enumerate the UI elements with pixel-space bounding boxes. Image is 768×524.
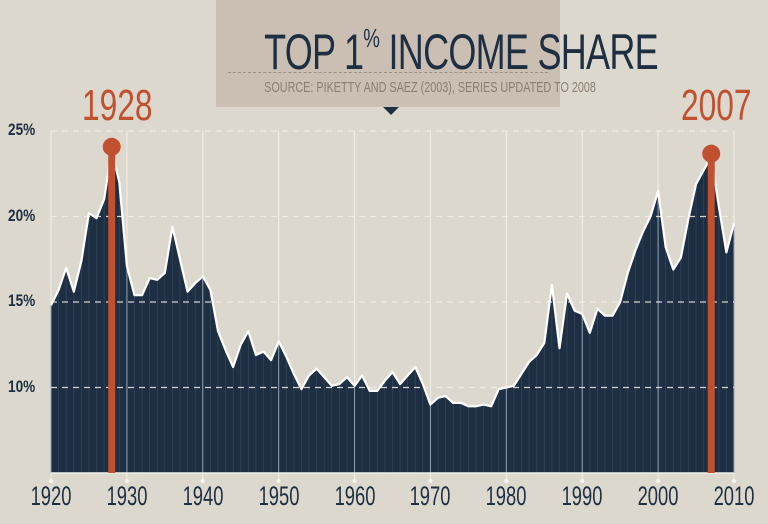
highlight-dot-2007 (702, 144, 721, 163)
title-rest: INCOME SHARE (379, 24, 659, 80)
x-tick-2010: 2010 (713, 481, 755, 511)
y-tick-20: 20% (8, 206, 36, 225)
x-tick-1970: 1970 (410, 481, 451, 511)
title-percent: % (363, 23, 380, 53)
y-tick-15: 15% (8, 291, 36, 310)
y-tick-25: 25% (8, 120, 36, 139)
x-tick-1980: 1980 (485, 481, 527, 511)
x-tick-dot (428, 479, 433, 483)
chart-title: TOP 1% INCOME SHARE (264, 8, 658, 82)
area-fill (51, 149, 734, 474)
x-tick-dot (352, 479, 357, 483)
y-tick-10: 10% (8, 377, 36, 396)
x-tick-1950: 1950 (258, 481, 300, 511)
highlight-label-2007: 2007 (681, 81, 752, 130)
x-tick-1960: 1960 (334, 481, 375, 511)
title-box: TOP 1% INCOME SHARE SOURCE: PIKETTY AND … (216, 0, 659, 107)
x-tick-dot (49, 479, 53, 483)
highlight-bar-1928 (108, 153, 116, 473)
x-tick-1930: 1930 (106, 481, 148, 511)
pointer-down-icon (383, 107, 399, 115)
x-tick-dot (732, 479, 736, 483)
x-tick-dot (200, 479, 205, 483)
x-tick-1990: 1990 (561, 481, 603, 511)
x-tick-2000: 2000 (637, 481, 679, 511)
highlight-label-1928: 1928 (82, 81, 153, 130)
highlight-bar-2007 (707, 160, 715, 473)
title-divider (228, 72, 548, 73)
x-tick-dot (580, 479, 585, 483)
x-tick-dot (276, 479, 281, 483)
data-line (50, 148, 736, 408)
x-tick-1920: 1920 (30, 481, 72, 511)
x-tick-1940: 1940 (182, 481, 224, 511)
highlight-dot-1928 (102, 137, 121, 156)
x-tick-dot (504, 479, 509, 483)
title-main: TOP 1 (264, 24, 364, 80)
x-tick-dot (124, 479, 129, 483)
x-tick-dot (656, 479, 661, 483)
